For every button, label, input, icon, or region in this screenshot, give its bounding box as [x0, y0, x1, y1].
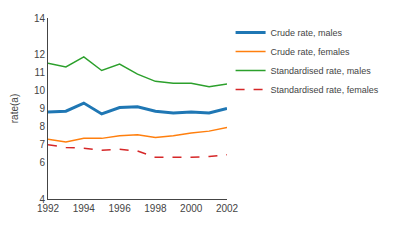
svg-text:Crude rate, males: Crude rate, males [271, 28, 343, 38]
svg-text:4: 4 [39, 194, 45, 205]
svg-text:6: 6 [39, 157, 45, 168]
svg-text:8: 8 [39, 121, 45, 132]
svg-text:11: 11 [35, 67, 46, 78]
svg-text:2000: 2000 [180, 203, 203, 214]
svg-text:9: 9 [39, 103, 45, 114]
svg-text:Standardised rate, females: Standardised rate, females [271, 85, 379, 95]
svg-text:12: 12 [34, 49, 46, 60]
svg-text:Standardised rate, males: Standardised rate, males [271, 66, 372, 76]
svg-text:2002: 2002 [216, 203, 239, 214]
svg-text:1992: 1992 [37, 203, 60, 214]
svg-text:14: 14 [34, 13, 46, 24]
svg-text:1998: 1998 [144, 203, 167, 214]
svg-text:Crude rate, females: Crude rate, females [271, 47, 351, 57]
svg-text:rate(a): rate(a) [9, 94, 20, 123]
svg-text:7: 7 [39, 139, 45, 150]
svg-text:1994: 1994 [73, 203, 96, 214]
svg-text:10: 10 [34, 85, 46, 96]
svg-text:1996: 1996 [108, 203, 131, 214]
